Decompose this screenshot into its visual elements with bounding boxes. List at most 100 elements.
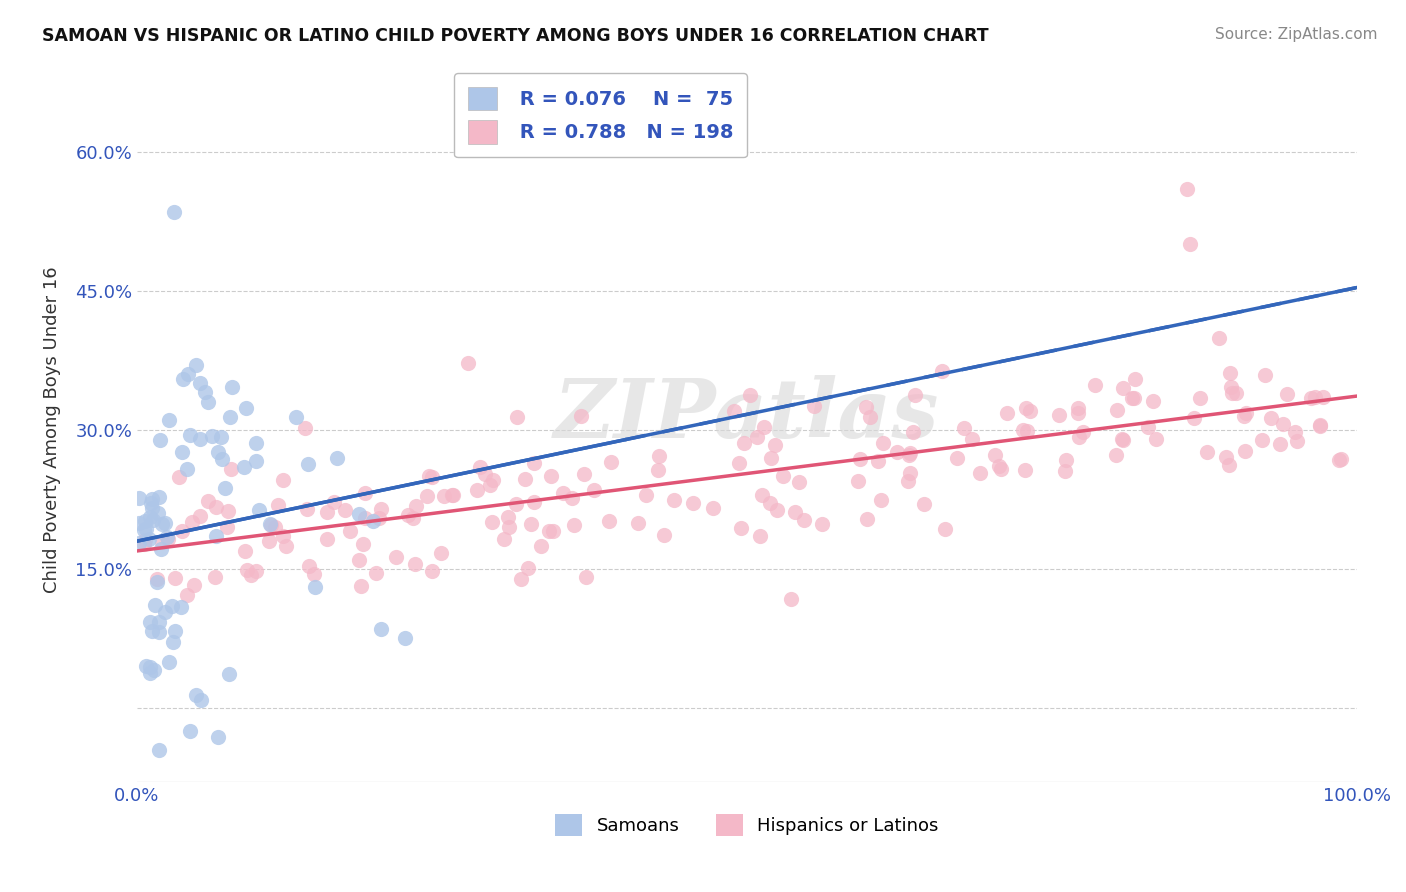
Point <box>1054 464 1077 478</box>
Point <box>505 497 527 511</box>
Point <box>517 561 540 575</box>
Point <box>652 528 675 542</box>
Point <box>747 430 769 444</box>
Point <box>1254 368 1277 383</box>
Point <box>163 624 186 639</box>
Point <box>1175 181 1198 195</box>
Point <box>148 743 170 757</box>
Point <box>496 510 519 524</box>
Point <box>1234 406 1257 420</box>
Point <box>302 567 325 582</box>
Point <box>988 458 1011 473</box>
Point <box>1330 451 1353 466</box>
Point <box>141 501 163 516</box>
Point <box>869 492 891 507</box>
Point <box>146 506 169 520</box>
Point <box>245 454 267 468</box>
Point <box>1272 417 1295 431</box>
Point <box>868 454 890 468</box>
Point <box>494 532 516 546</box>
Point <box>221 379 243 393</box>
Point <box>322 495 344 509</box>
Point <box>1218 458 1240 472</box>
Point <box>128 535 150 549</box>
Point <box>846 475 869 489</box>
Point <box>1107 403 1129 417</box>
Point <box>1268 436 1291 450</box>
Point <box>259 517 281 532</box>
Point <box>219 462 242 476</box>
Point <box>733 436 755 450</box>
Point <box>636 488 658 502</box>
Point <box>1112 433 1135 447</box>
Point <box>730 521 752 535</box>
Point <box>779 591 801 606</box>
Point <box>294 421 316 435</box>
Point <box>304 580 326 594</box>
Point <box>156 533 179 547</box>
Point <box>1142 393 1164 408</box>
Point <box>214 481 236 495</box>
Point <box>772 469 794 483</box>
Point <box>135 522 157 536</box>
Point <box>170 524 193 538</box>
Point <box>783 505 806 519</box>
Point <box>1303 391 1326 405</box>
Point <box>284 409 307 424</box>
Point <box>209 430 232 444</box>
Point <box>148 615 170 629</box>
Point <box>233 543 256 558</box>
Point <box>1250 433 1272 447</box>
Point <box>1220 379 1243 393</box>
Point <box>194 385 217 400</box>
Point <box>235 401 257 415</box>
Point <box>960 432 983 446</box>
Point <box>170 600 193 615</box>
Point <box>898 466 921 480</box>
Point <box>793 513 815 527</box>
Point <box>810 517 832 532</box>
Point <box>513 472 536 486</box>
Point <box>1225 385 1247 400</box>
Point <box>271 529 294 543</box>
Point <box>647 463 669 477</box>
Point <box>766 503 789 517</box>
Point <box>353 510 375 524</box>
Point <box>946 450 969 465</box>
Point <box>157 655 180 669</box>
Point <box>172 371 194 385</box>
Point <box>347 553 370 567</box>
Point <box>848 452 870 467</box>
Point <box>353 485 375 500</box>
Point <box>1309 417 1331 432</box>
Point <box>509 572 531 586</box>
Point <box>569 409 592 423</box>
Point <box>146 572 169 586</box>
Point <box>1233 409 1256 424</box>
Point <box>627 516 650 530</box>
Point <box>153 605 176 619</box>
Point <box>405 499 427 513</box>
Point <box>440 488 463 502</box>
Point <box>952 421 974 435</box>
Point <box>1301 391 1323 405</box>
Point <box>754 419 776 434</box>
Point <box>572 467 595 481</box>
Point <box>179 427 201 442</box>
Point <box>295 502 318 516</box>
Point <box>167 470 190 484</box>
Point <box>1066 401 1088 415</box>
Point <box>1277 387 1299 401</box>
Point <box>468 460 491 475</box>
Point <box>912 497 935 511</box>
Point <box>370 622 392 636</box>
Point <box>260 517 283 532</box>
Point <box>582 483 605 497</box>
Point <box>160 599 183 613</box>
Point <box>339 524 361 538</box>
Point <box>1054 453 1077 467</box>
Point <box>205 529 228 543</box>
Point <box>995 405 1018 419</box>
Point <box>1189 391 1212 405</box>
Point <box>803 399 825 413</box>
